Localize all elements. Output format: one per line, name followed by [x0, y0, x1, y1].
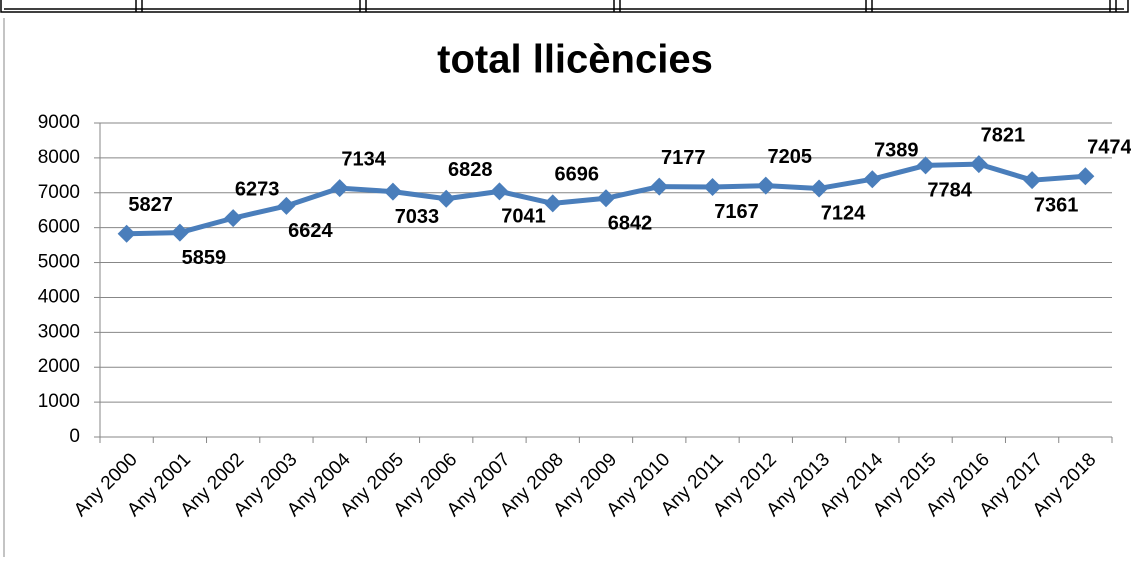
data-point: [703, 177, 722, 196]
data-label: 6696: [554, 164, 599, 186]
data-label: 7124: [821, 203, 866, 225]
y-tick-label: 2000: [38, 356, 80, 377]
y-tick-label: 4000: [38, 286, 80, 307]
data-point: [1023, 171, 1042, 190]
data-point: [863, 170, 882, 189]
data-point: [437, 189, 456, 208]
data-label: 7361: [1034, 194, 1079, 216]
data-label: 7784: [927, 180, 972, 202]
y-tick-label: 7000: [38, 182, 80, 203]
data-label: 5859: [182, 247, 227, 269]
data-point: [756, 176, 775, 195]
y-tick-label: 8000: [38, 147, 80, 168]
data-point: [916, 156, 935, 175]
data-label: 7033: [395, 206, 440, 228]
data-point: [383, 182, 402, 201]
data-point: [1076, 167, 1095, 186]
y-tick-label: 9000: [38, 112, 80, 133]
table-strip: [0, 0, 1129, 13]
data-point: [810, 179, 829, 198]
data-label: 5827: [128, 194, 173, 216]
data-point: [170, 223, 189, 242]
y-tick-label: 3000: [38, 321, 80, 342]
chart-title: total llicències: [437, 38, 713, 82]
y-tick-label: 1000: [38, 391, 80, 412]
data-point: [597, 189, 615, 208]
y-tick-label: 5000: [38, 252, 80, 273]
data-label: 7134: [341, 148, 386, 170]
data-label: 6273: [235, 178, 280, 200]
data-label: 7041: [501, 206, 546, 228]
data-label: 7474: [1087, 137, 1131, 159]
y-tick-label: 6000: [38, 217, 80, 238]
data-label: 6842: [608, 213, 653, 235]
data-point: [224, 209, 243, 228]
data-point: [330, 179, 349, 198]
y-tick-label: 0: [69, 426, 80, 447]
data-label: 7821: [981, 124, 1026, 146]
data-label: 7167: [714, 201, 759, 223]
data-point: [650, 177, 669, 196]
data-point: [117, 224, 136, 243]
data-label: 6828: [448, 159, 493, 181]
data-label: 6624: [288, 220, 333, 242]
data-point: [277, 196, 296, 215]
data-point: [543, 194, 562, 213]
data-label: 7205: [768, 146, 813, 168]
data-point: [490, 182, 509, 201]
data-label: 7389: [874, 139, 919, 161]
data-label: 7177: [661, 147, 706, 169]
data-point: [969, 155, 988, 174]
